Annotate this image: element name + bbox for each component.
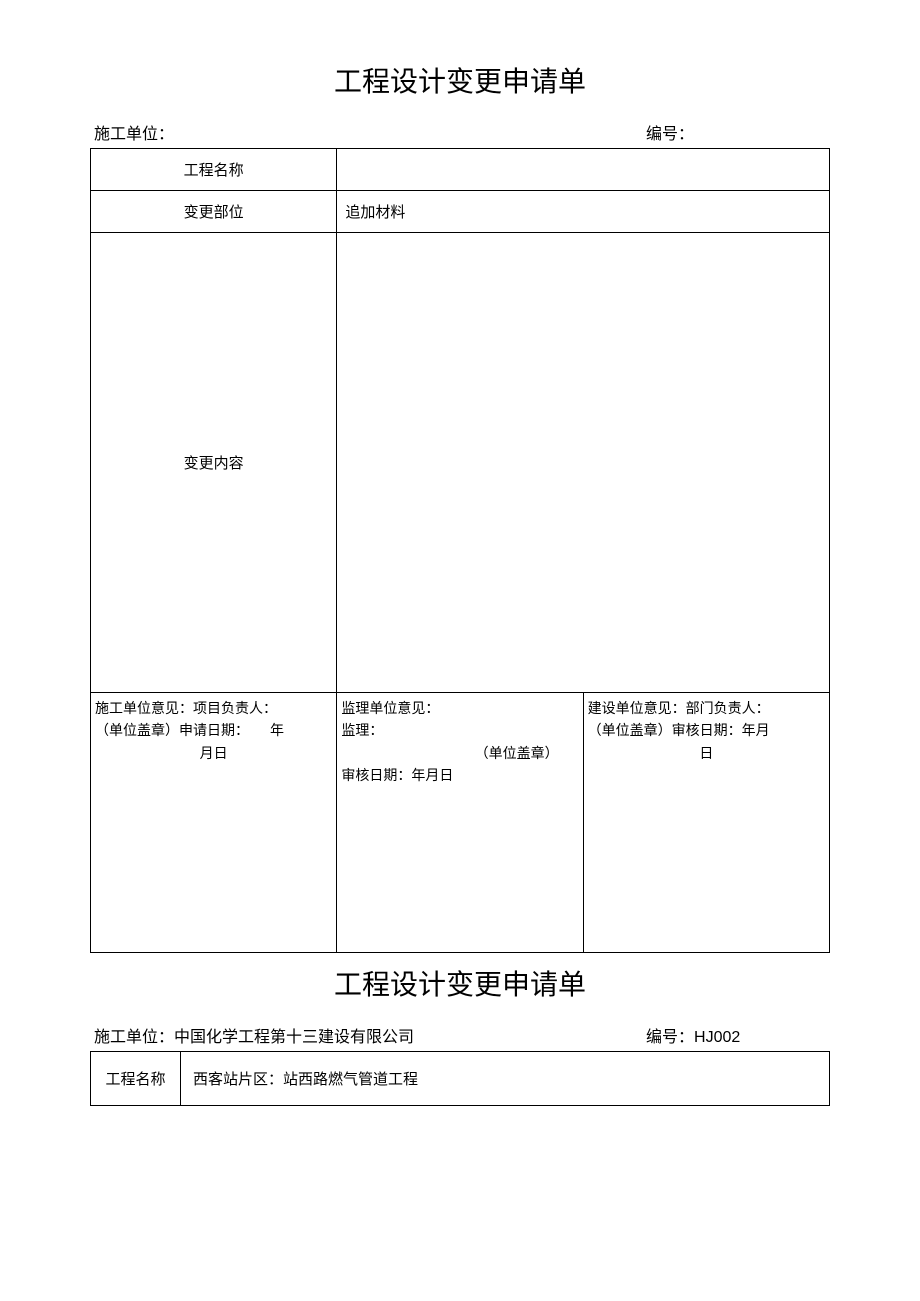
form2-construction-unit-value: 中国化学工程第十三建设有限公司 [174,1029,414,1046]
form1-opinion-construction-line2-suffix: 年 [270,724,284,739]
form1-serial: 编号： [646,120,826,144]
form1-opinion-construction-line1: 施工单位意见：项目负责人： [95,699,332,721]
form2-serial-label: 编号： [646,1029,694,1046]
form2-title: 工程设计变更申请单 [90,963,830,1003]
form2-serial: 编号：HJ002 [646,1023,826,1047]
form1-change-content-value [337,233,830,693]
form1-table: 工程名称 变更部位 追加材料 变更内容 施工单位意见：项目负责人： （单位盖章）… [90,148,830,953]
form1-opinion-supervision-line1: 监理单位意见： [341,699,578,721]
form1-opinion-owner: 建设单位意见：部门负责人： （单位盖章）审核日期：年月 日 [583,693,829,953]
form1-change-part-value: 追加材料 [337,191,830,233]
form2-serial-value: HJ002 [694,1029,740,1046]
form1-construction-unit: 施工单位： [94,120,646,144]
form1-opinion-construction: 施工单位意见：项目负责人： （单位盖章）申请日期： 年 月日 [91,693,337,953]
form2-row-project-name: 工程名称 西客站片区：站西路燃气管道工程 [91,1052,830,1106]
form1-opinion-owner-line1: 建设单位意见：部门负责人： [588,699,825,721]
form1-construction-unit-label: 施工单位： [94,126,174,143]
form2-header: 施工单位：中国化学工程第十三建设有限公司 编号：HJ002 [90,1023,830,1047]
form1-row-opinions: 施工单位意见：项目负责人： （单位盖章）申请日期： 年 月日 监理单位意见： 监… [91,693,830,953]
form1-project-name-label: 工程名称 [91,149,337,191]
form1-change-part-label: 变更部位 [91,191,337,233]
form1-opinion-owner-line3: 日 [588,744,825,766]
form1-header: 施工单位： 编号： [90,120,830,144]
form1-opinion-owner-line2: （单位盖章）审核日期：年月 [588,721,825,743]
form2-construction-unit-label: 施工单位： [94,1029,174,1046]
form1-opinion-supervision-line2: 监理： [341,721,578,743]
form1-title: 工程设计变更申请单 [90,60,830,100]
form1-row-change-part: 变更部位 追加材料 [91,191,830,233]
form1-change-content-label: 变更内容 [91,233,337,693]
form1-project-name-value [337,149,830,191]
form1-opinion-supervision-date: 审核日期：年月日 [341,766,578,788]
form2-project-name-value: 西客站片区：站西路燃气管道工程 [181,1052,830,1106]
form1-opinion-construction-line2: （单位盖章）申请日期： 年 [95,721,332,743]
form2-construction-unit: 施工单位：中国化学工程第十三建设有限公司 [94,1023,646,1047]
form1-serial-label: 编号： [646,126,694,143]
form1-row-project-name: 工程名称 [91,149,830,191]
form2-table: 工程名称 西客站片区：站西路燃气管道工程 [90,1051,830,1106]
form1-opinion-construction-line3: 月日 [95,744,332,766]
form2-project-name-label: 工程名称 [91,1052,181,1106]
form1-opinion-supervision: 监理单位意见： 监理： （单位盖章） 审核日期：年月日 [337,693,583,953]
form1-opinion-construction-line2-prefix: （单位盖章）申请日期： [95,724,249,739]
form1-row-change-content: 变更内容 [91,233,830,693]
form1-opinion-supervision-seal: （单位盖章） [341,744,578,766]
